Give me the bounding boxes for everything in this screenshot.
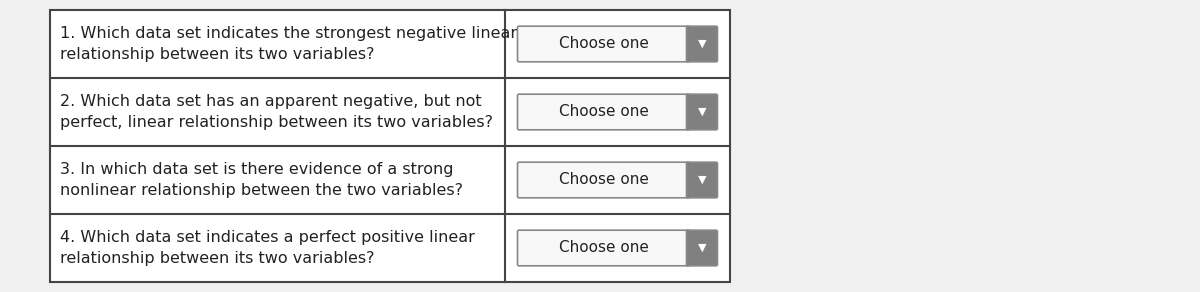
FancyBboxPatch shape <box>517 26 690 62</box>
FancyBboxPatch shape <box>517 230 690 266</box>
Bar <box>50 10 730 282</box>
Text: 4. Which data set indicates a perfect positive linear
relationship between its t: 4. Which data set indicates a perfect po… <box>60 230 475 266</box>
Text: Choose one: Choose one <box>558 36 648 51</box>
Text: ▼: ▼ <box>697 107 707 117</box>
Text: Choose one: Choose one <box>558 241 648 256</box>
Text: 1. Which data set indicates the strongest negative linear
relationship between i: 1. Which data set indicates the stronges… <box>60 26 517 62</box>
Text: 3. In which data set is there evidence of a strong
nonlinear relationship betwee: 3. In which data set is there evidence o… <box>60 162 463 198</box>
Text: ▼: ▼ <box>697 39 707 49</box>
Text: ▼: ▼ <box>697 175 707 185</box>
FancyBboxPatch shape <box>686 26 718 62</box>
FancyBboxPatch shape <box>686 94 718 130</box>
Text: Choose one: Choose one <box>558 173 648 187</box>
FancyBboxPatch shape <box>686 230 718 266</box>
Text: Choose one: Choose one <box>558 105 648 119</box>
FancyBboxPatch shape <box>517 162 690 198</box>
Text: 2. Which data set has an apparent negative, but not
perfect, linear relationship: 2. Which data set has an apparent negati… <box>60 94 493 130</box>
Bar <box>50 10 730 282</box>
FancyBboxPatch shape <box>686 162 718 198</box>
FancyBboxPatch shape <box>517 94 690 130</box>
Text: ▼: ▼ <box>697 243 707 253</box>
